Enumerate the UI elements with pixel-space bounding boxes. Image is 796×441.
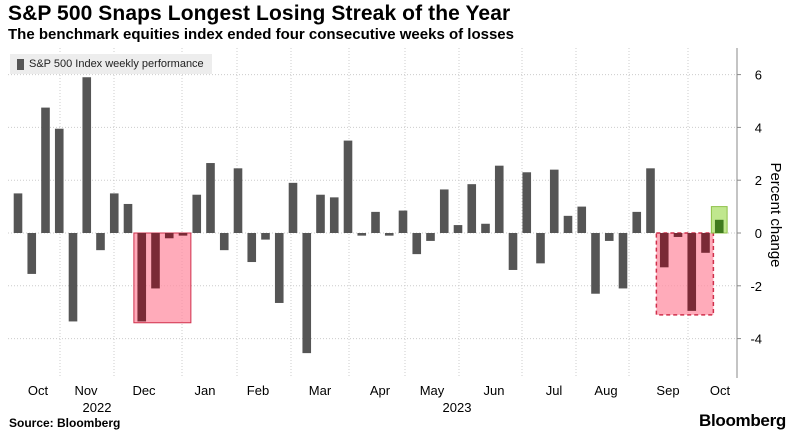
bar bbox=[41, 107, 50, 233]
bar bbox=[137, 233, 147, 322]
bar bbox=[522, 172, 532, 233]
bar bbox=[618, 233, 628, 289]
bar bbox=[481, 223, 490, 233]
year-label: 2023 bbox=[443, 400, 472, 415]
y-tick-labels: 6 4 2 0 -2 -4 bbox=[737, 68, 762, 347]
bar bbox=[109, 193, 119, 233]
bar bbox=[563, 215, 573, 233]
bloomberg-logo: Bloomberg bbox=[698, 411, 786, 430]
bar bbox=[274, 233, 284, 303]
y-tick-label: -4 bbox=[750, 332, 762, 347]
y-tick-label: 4 bbox=[755, 120, 762, 135]
bar bbox=[714, 219, 724, 233]
highlight-boxes bbox=[133, 206, 728, 324]
x-tick-label: May bbox=[420, 383, 445, 398]
bar bbox=[604, 233, 614, 241]
bar bbox=[13, 193, 23, 233]
bar bbox=[467, 184, 477, 233]
bar bbox=[426, 233, 435, 241]
bar bbox=[673, 233, 683, 237]
bar bbox=[178, 233, 188, 236]
bar bbox=[27, 233, 37, 274]
x-tick-label: Aug bbox=[594, 383, 617, 398]
bar bbox=[316, 194, 325, 233]
bar bbox=[261, 233, 270, 240]
bar bbox=[439, 189, 449, 233]
legend-label: S&P 500 Index weekly performance bbox=[29, 58, 204, 70]
bar bbox=[96, 233, 105, 251]
bar bbox=[123, 203, 133, 233]
bar bbox=[508, 233, 518, 270]
x-tick-label: Sep bbox=[656, 383, 679, 398]
bar bbox=[54, 128, 64, 233]
x-tick-label: Feb bbox=[247, 383, 269, 398]
x-tick-label: Nov bbox=[74, 383, 98, 398]
legend-swatch bbox=[17, 58, 24, 70]
source-note: Source: Bloomberg bbox=[9, 416, 121, 430]
y-tick-label: 6 bbox=[755, 68, 762, 83]
bar bbox=[659, 233, 669, 268]
chart-title: S&P 500 Snaps Longest Losing Streak of t… bbox=[8, 2, 511, 25]
bar bbox=[536, 233, 545, 264]
bar bbox=[206, 163, 215, 233]
year-label: 2022 bbox=[83, 400, 112, 415]
x-tick-label: Mar bbox=[309, 383, 332, 398]
bar bbox=[591, 233, 600, 294]
bar bbox=[82, 77, 92, 234]
x-tick-label: Jan bbox=[195, 383, 216, 398]
bar bbox=[302, 233, 312, 354]
bar bbox=[233, 168, 243, 233]
bar bbox=[371, 211, 380, 233]
bar bbox=[219, 233, 229, 251]
bar bbox=[632, 211, 642, 233]
legend: S&P 500 Index weekly performance bbox=[10, 54, 212, 74]
bar bbox=[357, 233, 367, 236]
y-tick-label: 0 bbox=[755, 226, 762, 241]
bar bbox=[384, 233, 394, 236]
x-tick-label: Apr bbox=[370, 383, 391, 398]
bar bbox=[549, 169, 559, 233]
bar bbox=[329, 197, 339, 233]
bar bbox=[398, 210, 408, 233]
x-tick-label: Jul bbox=[546, 383, 563, 398]
bar bbox=[453, 225, 463, 233]
bar bbox=[577, 206, 587, 233]
x-tick-label: Jun bbox=[484, 383, 505, 398]
bar bbox=[192, 194, 202, 233]
y-tick-label: -2 bbox=[750, 279, 762, 294]
bar bbox=[646, 168, 655, 233]
bar bbox=[343, 140, 353, 233]
x-tick-labels: Oct Nov Dec Jan Feb Mar Apr May Jun Jul Aug Sep Oct 2… bbox=[28, 383, 731, 415]
bar bbox=[68, 233, 78, 322]
chart-subtitle: The benchmark equities index ended four … bbox=[8, 26, 514, 43]
x-tick-label: Oct bbox=[28, 383, 49, 398]
y-axis-label: Percent change bbox=[767, 162, 784, 267]
bar bbox=[164, 233, 174, 239]
bar bbox=[701, 233, 710, 253]
bar bbox=[494, 165, 504, 233]
bar bbox=[412, 233, 422, 255]
x-tick-label: Oct bbox=[710, 383, 731, 398]
bar bbox=[151, 233, 160, 289]
x-tick-label: Dec bbox=[132, 383, 156, 398]
bar bbox=[288, 182, 298, 233]
y-tick-label: 2 bbox=[755, 173, 762, 188]
bar bbox=[687, 233, 697, 311]
bar-series bbox=[13, 77, 724, 354]
bar bbox=[247, 233, 257, 263]
